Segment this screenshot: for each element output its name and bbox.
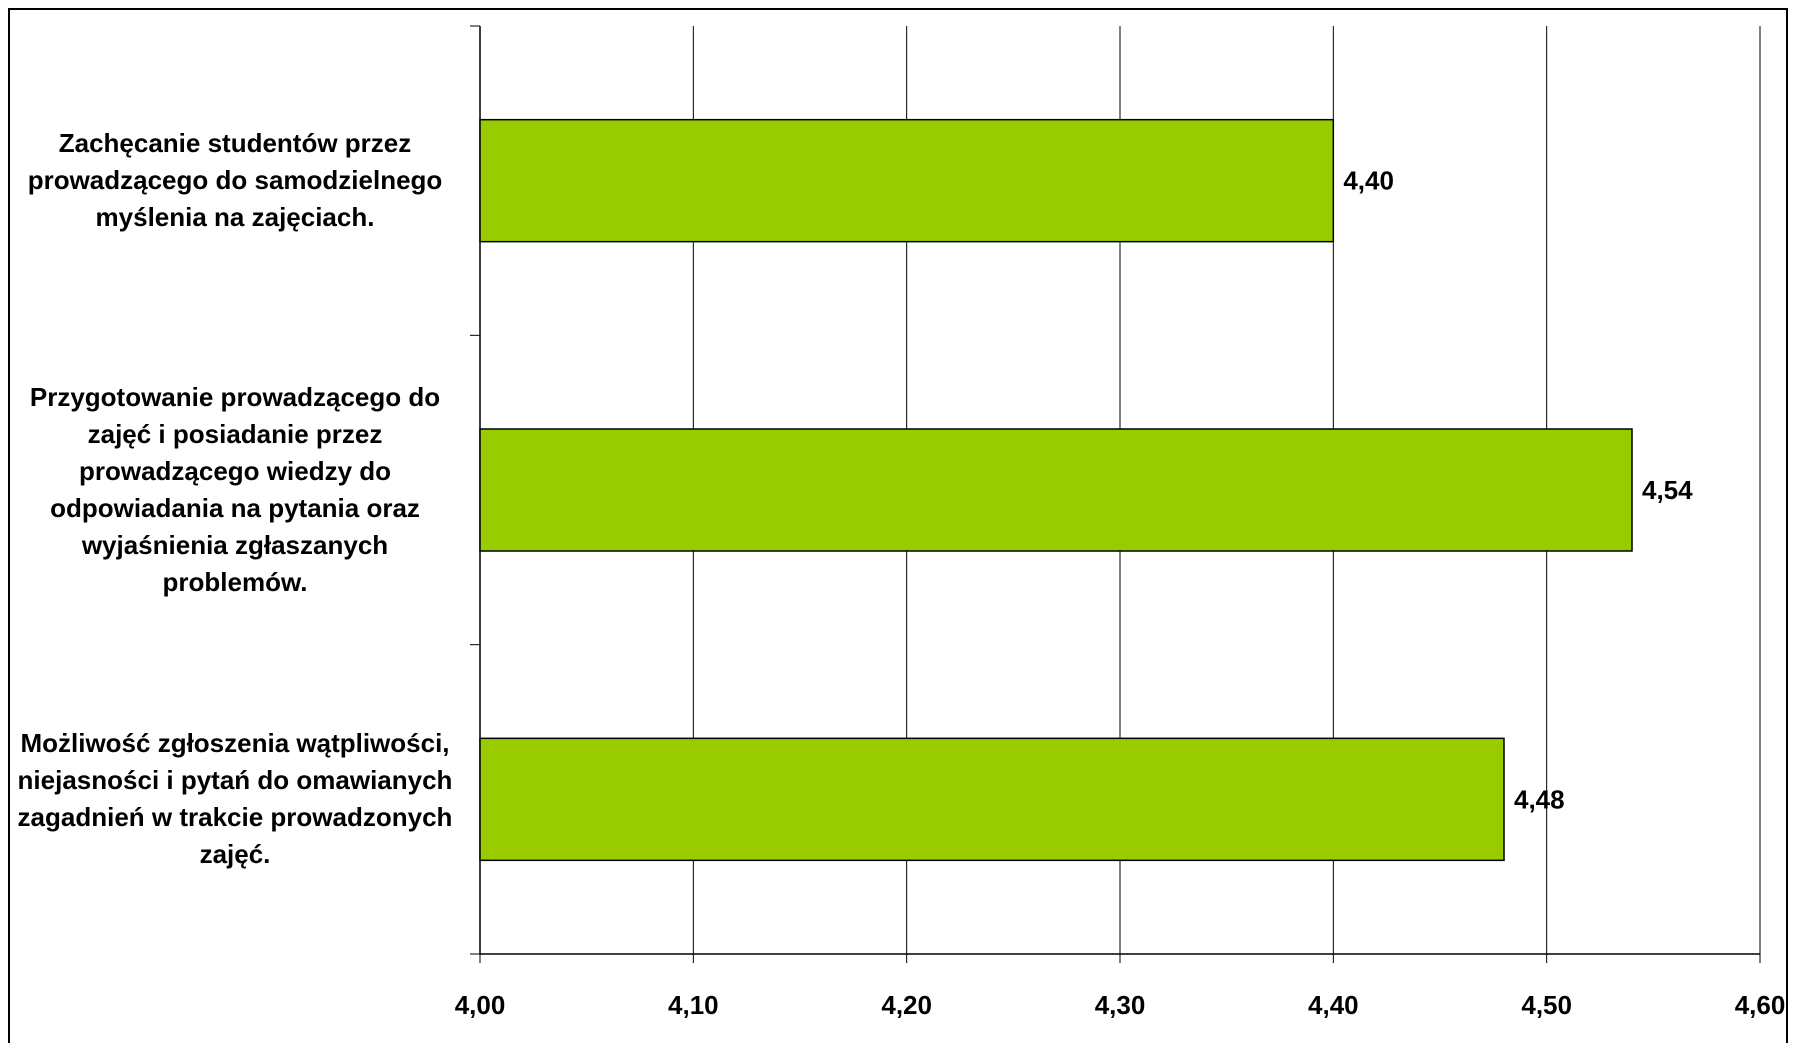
category-label-2: Przygotowanie prowadzącego do zajęć i po… <box>29 382 441 597</box>
x-tick-label-7: 4,60 <box>1735 990 1786 1020</box>
data-label-1: 4,40 <box>1343 166 1394 196</box>
bar-3 <box>479 737 1505 862</box>
x-tick-label-4: 4,30 <box>1095 990 1146 1020</box>
x-tick-label-3: 4,20 <box>881 990 932 1020</box>
x-tick-label-5: 4,40 <box>1308 990 1359 1020</box>
x-tick-label-1: 4,00 <box>455 990 506 1020</box>
x-tick-label-2: 4,10 <box>668 990 719 1020</box>
data-label-3: 4,48 <box>1514 784 1565 814</box>
category-label-1: Zachęcanie studentów przez prowadzącego … <box>27 128 443 233</box>
category-label-3: Możliwość zgłoszenia wątpliwości, niejas… <box>17 728 453 870</box>
bar-2 <box>479 428 1633 552</box>
bar-1 <box>479 118 1335 243</box>
x-tick-label-6: 4,50 <box>1521 990 1572 1020</box>
data-label-2: 4,54 <box>1642 475 1693 505</box>
